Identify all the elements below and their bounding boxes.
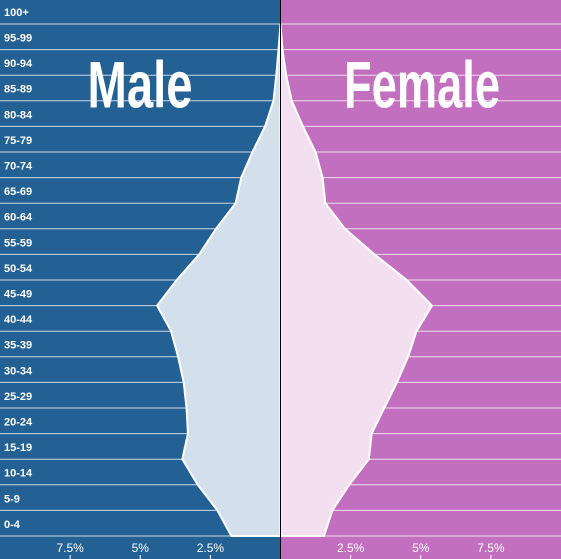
x-tick-label: 5% xyxy=(132,541,150,555)
age-label: 95-99 xyxy=(4,33,32,45)
age-label: 90-94 xyxy=(4,58,33,70)
age-label: 75-79 xyxy=(4,135,32,147)
x-tick-label: 2.5% xyxy=(197,541,225,555)
age-label: 0-4 xyxy=(4,519,21,531)
age-label: 35-39 xyxy=(4,340,32,352)
x-tick-label: 5% xyxy=(412,541,430,555)
age-label: 55-59 xyxy=(4,237,32,249)
age-label: 80-84 xyxy=(4,109,33,121)
x-tick-label: 2.5% xyxy=(337,541,365,555)
age-label: 100+ xyxy=(4,7,29,19)
age-label: 10-14 xyxy=(4,468,33,480)
population-area xyxy=(155,23,282,537)
legend-female: Female xyxy=(344,47,500,121)
age-label: 30-34 xyxy=(4,365,33,377)
age-label: 25-29 xyxy=(4,391,32,403)
age-label: 45-49 xyxy=(4,289,32,301)
age-label: 60-64 xyxy=(4,212,33,224)
population-area xyxy=(279,23,434,537)
age-label: 50-54 xyxy=(4,263,33,275)
x-tick-label: 7.5% xyxy=(56,541,84,555)
age-label: 85-89 xyxy=(4,84,32,96)
age-label: 70-74 xyxy=(4,161,33,173)
x-tick-label: 7.5% xyxy=(477,541,505,555)
legend-male: Male xyxy=(88,47,193,121)
age-label: 40-44 xyxy=(4,314,33,326)
age-label: 65-69 xyxy=(4,186,32,198)
age-label: 5-9 xyxy=(4,493,20,505)
age-label: 15-19 xyxy=(4,442,32,454)
age-label: 20-24 xyxy=(4,417,33,429)
